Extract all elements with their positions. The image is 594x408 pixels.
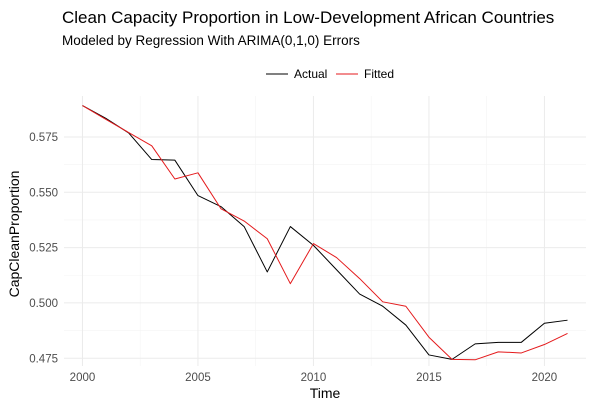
y-axis-ticks: 0.475 0.500 0.525 0.550 0.575 bbox=[29, 132, 58, 365]
chart-subtitle: Modeled by Regression With ARIMA(0,1,0) … bbox=[62, 33, 360, 48]
x-tick-label: 2010 bbox=[301, 372, 327, 384]
legend-label-actual: Actual bbox=[294, 67, 327, 81]
legend: Actual Fitted bbox=[266, 67, 394, 81]
x-tick-label: 2020 bbox=[532, 372, 558, 384]
y-tick-label: 0.500 bbox=[29, 298, 58, 310]
y-tick-label: 0.550 bbox=[29, 187, 58, 199]
series-lines bbox=[82, 105, 568, 361]
x-tick-label: 2005 bbox=[185, 372, 211, 384]
x-axis-ticks: 2000 2005 2010 2015 2020 bbox=[70, 372, 558, 384]
x-tick-label: 2015 bbox=[416, 372, 442, 384]
plot-area bbox=[64, 96, 586, 366]
chart-title: Clean Capacity Proportion in Low-Develop… bbox=[62, 8, 554, 27]
grid-lines bbox=[64, 96, 586, 366]
y-axis-title: CapCleanProportion bbox=[6, 171, 22, 298]
series-line-fitted bbox=[82, 105, 568, 361]
y-tick-label: 0.525 bbox=[29, 243, 58, 255]
x-tick-label: 2000 bbox=[70, 372, 96, 384]
x-axis-title: Time bbox=[310, 385, 341, 401]
legend-label-fitted: Fitted bbox=[364, 67, 394, 81]
y-tick-label: 0.575 bbox=[29, 132, 58, 144]
y-tick-label: 0.475 bbox=[29, 353, 58, 365]
series-line-actual bbox=[82, 105, 568, 360]
